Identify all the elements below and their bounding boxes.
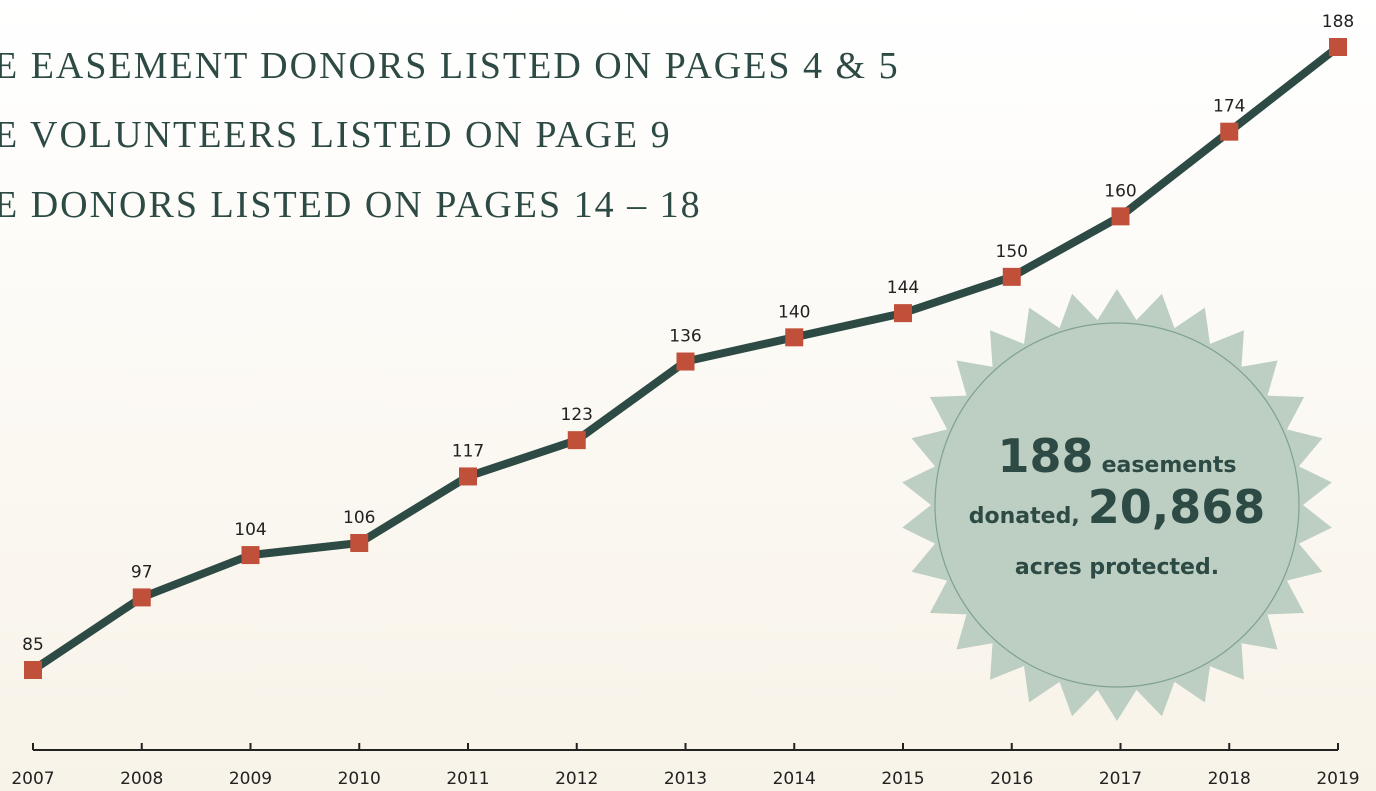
data-label: 123: [561, 405, 593, 425]
badge-text: donated,: [969, 504, 1080, 529]
data-label: 174: [1213, 97, 1245, 117]
marker: [567, 431, 586, 450]
x-tick-label: 2012: [555, 769, 598, 789]
data-label: 136: [669, 327, 701, 347]
x-tick-label: 2019: [1316, 769, 1359, 789]
marker: [1220, 122, 1239, 141]
data-label: 97: [131, 562, 153, 582]
x-tick-label: 2018: [1208, 769, 1251, 789]
marker: [785, 328, 804, 347]
badge-ring: [934, 322, 1300, 688]
data-label: 140: [778, 302, 810, 322]
marker: [1111, 207, 1130, 226]
data-label: 117: [452, 441, 484, 461]
x-tick-label: 2014: [773, 769, 816, 789]
x-tick-label: 2010: [338, 769, 381, 789]
marker: [1002, 267, 1021, 286]
marker: [241, 546, 260, 565]
data-label: 106: [343, 508, 375, 528]
data-label: 160: [1104, 181, 1136, 201]
x-tick-label: 2013: [664, 769, 707, 789]
marker: [459, 467, 477, 486]
badge-text: easements: [1102, 453, 1237, 478]
heading: E DONORS LISTED ON PAGES 14 – 18: [0, 184, 702, 226]
badge-number: 20,868: [1088, 480, 1266, 534]
data-label: 104: [234, 520, 266, 540]
x-tick-label: 2017: [1099, 769, 1142, 789]
marker: [132, 588, 151, 607]
data-label: 85: [22, 635, 44, 655]
badge-line: donated, 20,868: [969, 480, 1265, 534]
data-label: 144: [887, 278, 919, 298]
data-label: 150: [996, 242, 1028, 262]
badge-line: 188 easements: [998, 429, 1237, 483]
marker: [24, 661, 42, 679]
x-tick-label: 2015: [881, 769, 924, 789]
marker: [894, 304, 912, 323]
marker: [1329, 38, 1347, 56]
x-tick-label: 2009: [229, 769, 272, 789]
badge-text: acres protected.: [1015, 555, 1219, 580]
marker: [676, 352, 695, 371]
x-tick-label: 2011: [446, 769, 489, 789]
data-label: 188: [1322, 12, 1354, 32]
badge-number: 188: [998, 429, 1094, 483]
badge: 188 easements donated, 20,868 acres protecte…: [902, 289, 1332, 721]
marker: [350, 533, 369, 552]
x-tick-label: 2008: [120, 769, 163, 789]
starburst: [902, 289, 1332, 721]
x-tick-label: 2016: [990, 769, 1033, 789]
x-tick-label: 2007: [11, 769, 54, 789]
heading: E VOLUNTEERS LISTED ON PAGE 9: [0, 114, 672, 156]
heading: E EASEMENT DONORS LISTED ON PAGES 4 & 5: [0, 45, 900, 87]
